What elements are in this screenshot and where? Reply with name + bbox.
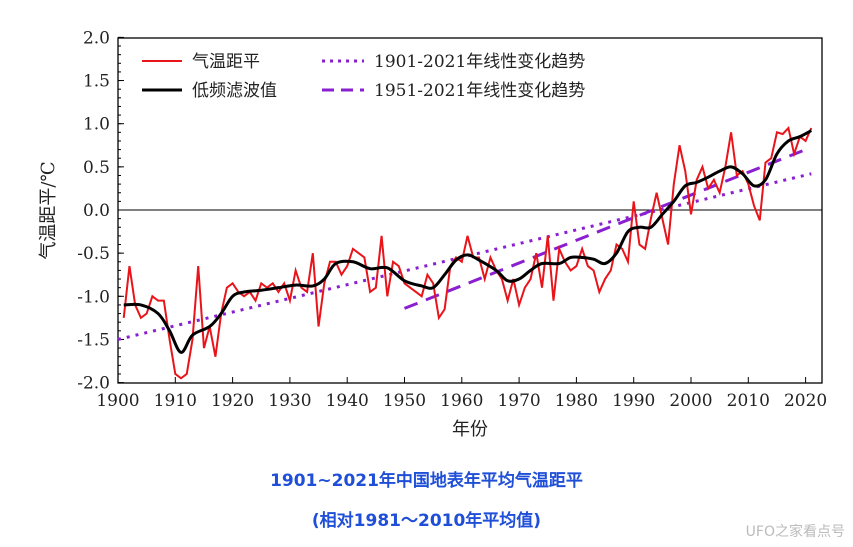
watermark: UFO之家看点号 (745, 524, 845, 540)
x-tick-label: 1950 (383, 391, 426, 411)
y-tick-label: 1.5 (83, 72, 110, 92)
x-tick-label: 1920 (211, 391, 254, 411)
legend-label-trend1: 1901-2021年线性变化趋势 (374, 52, 585, 72)
x-tick-label: 2000 (669, 391, 712, 411)
legend-label-trend2: 1951-2021年线性变化趋势 (374, 81, 585, 101)
x-tick-label: 1900 (96, 391, 139, 411)
x-axis-label: 年份 (452, 419, 488, 440)
caption-title: 1901~2021年中国地表年平均气温距平 (270, 471, 583, 491)
trend-1901-2021 (117, 172, 812, 341)
y-tick-label: 0.0 (83, 201, 110, 221)
x-tick-label: 1910 (154, 391, 197, 411)
y-tick-label: -2.0 (77, 374, 110, 394)
y-tick-label: 0.5 (83, 158, 110, 178)
x-tick-label: 1940 (326, 391, 369, 411)
anomaly-line (122, 125, 813, 380)
x-tick-label: 1960 (440, 391, 483, 411)
y-tick-label: -1.0 (77, 287, 110, 307)
x-tick-label: 1990 (612, 391, 655, 411)
smooth-line (123, 129, 813, 354)
y-tick-label: -0.5 (77, 244, 110, 264)
y-tick-label: -1.5 (77, 330, 110, 350)
trend-1951-2021 (403, 148, 807, 310)
legend-label-smooth: 低频滤波值 (192, 81, 277, 101)
x-tick-label: 1970 (497, 391, 540, 411)
caption-subtitle: (相对1981～2010年平均值) (311, 511, 542, 531)
x-tick-label: 2020 (784, 391, 827, 411)
y-tick-label: 2.0 (83, 28, 110, 48)
y-tick-label: 1.0 (83, 115, 110, 135)
y-axis-label: 气温距平/℃ (38, 161, 59, 259)
x-tick-label: 1930 (268, 391, 311, 411)
x-tick-label: 1980 (555, 391, 598, 411)
legend-label-anomaly: 气温距平 (192, 52, 260, 72)
x-tick-label: 2010 (727, 391, 770, 411)
